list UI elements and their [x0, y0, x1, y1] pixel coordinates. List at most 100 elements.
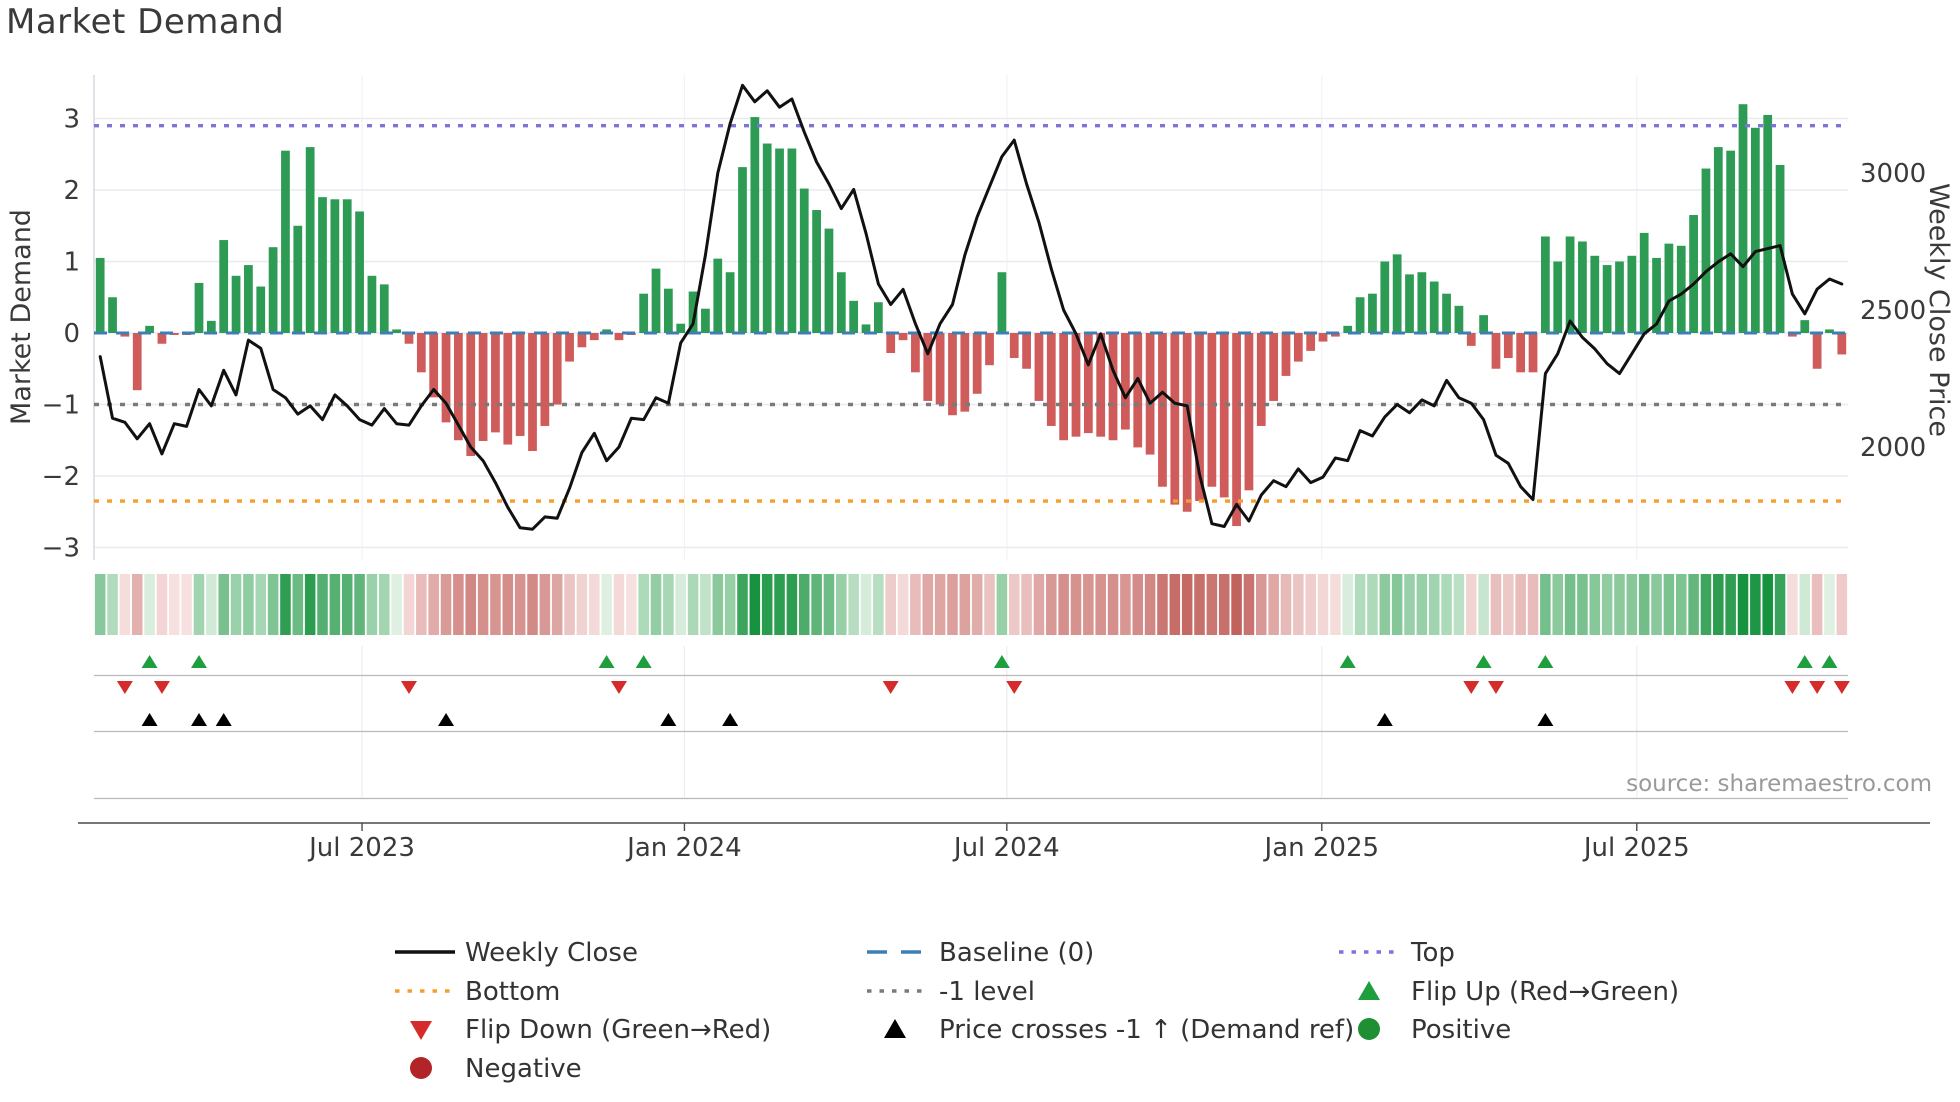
demand-bar [1454, 305, 1464, 333]
heatmap-cell [1552, 574, 1564, 635]
demand-bar [898, 333, 908, 341]
y-tick-label-right: 2000 [1860, 433, 1926, 463]
demand-bar [293, 225, 303, 333]
heatmap-cell [255, 574, 267, 635]
demand-bar [491, 333, 500, 433]
heatmap-cell [1218, 574, 1230, 635]
heatmap-cell [1762, 574, 1773, 635]
x-tick-label: Jul 2025 [1582, 833, 1690, 863]
heatmap-cell [1132, 574, 1144, 635]
flip-up-marker [1537, 655, 1554, 668]
demand-bar [676, 323, 686, 333]
heatmap-cell [1416, 574, 1428, 635]
price-cross-marker [141, 713, 158, 726]
demand-bar [1540, 236, 1550, 333]
heatmap-cell [206, 574, 217, 635]
demand-bar [1800, 320, 1810, 333]
heatmap-cell [588, 574, 600, 635]
demand-bar [836, 272, 846, 333]
demand-bar [1306, 333, 1316, 351]
heatmap-cell [1083, 574, 1094, 635]
flip-down-marker [1463, 681, 1480, 694]
demand-bar [861, 324, 871, 333]
price-cross-marker [722, 713, 739, 726]
heatmap-cell [1033, 574, 1045, 635]
y-tick-label-left: −1 [42, 391, 80, 421]
flip-up-marker [1475, 655, 1492, 668]
demand-bar [478, 333, 488, 441]
heatmap-cell [1181, 574, 1193, 635]
demand-bar [1071, 333, 1081, 437]
flip-up-marker [1821, 655, 1838, 668]
heatmap-cell [218, 574, 229, 635]
heatmap-cell [181, 574, 192, 635]
demand-bar [392, 329, 402, 333]
y-tick-label-left: −2 [42, 462, 80, 492]
heatmap-cell [341, 574, 353, 635]
demand-bar [206, 320, 216, 333]
flip-down-marker [153, 681, 170, 694]
heatmap-cell [267, 574, 279, 635]
demand-bar [1331, 333, 1340, 337]
demand-bar [1627, 255, 1637, 333]
heatmap-cell [1824, 574, 1835, 635]
demand-bar [1590, 255, 1600, 333]
demand-bar [985, 333, 994, 366]
demand-bar [540, 333, 550, 426]
heatmap-cell [1750, 574, 1761, 635]
price-cross-marker [1537, 713, 1554, 726]
price-line [98, 83, 1844, 531]
flip-up-icon [1358, 981, 1380, 1000]
heatmap-cell [169, 574, 180, 635]
heatmap-cell [626, 574, 637, 635]
demand-bar [157, 333, 167, 344]
heatmap-cell [1737, 574, 1749, 635]
demand-bar [701, 308, 710, 333]
demand-bar [873, 302, 883, 333]
flip-up-marker [190, 655, 207, 668]
demand-bar [725, 272, 735, 333]
y-tick-label-left: −3 [42, 534, 80, 564]
heatmap-cell [1255, 574, 1267, 635]
flip-down-marker [610, 681, 627, 694]
heatmap-cell [1428, 574, 1440, 635]
axes: Jul 2023 Jan 2024 Jul 2024 Jan 2025 Jul 2025… [42, 105, 1930, 863]
heatmap-cell [1700, 574, 1712, 635]
heatmap-cell [502, 574, 514, 635]
heatmap-cell [1441, 574, 1452, 635]
x-tick-label: Jul 2024 [952, 833, 1060, 863]
heatmap-cell [1095, 574, 1106, 635]
heatmap-cell [1354, 574, 1366, 635]
demand-bar [1392, 254, 1402, 333]
heatmap-cell [1638, 574, 1650, 635]
demand-bar [1096, 333, 1106, 437]
heatmap-cell [613, 574, 625, 635]
demand-bar [1133, 333, 1143, 448]
heatmap-cell [1070, 574, 1082, 635]
y-tick-label-left: 2 [63, 176, 80, 206]
demand-bar [1232, 333, 1241, 527]
heatmap-cell [354, 574, 365, 635]
heatmap-cell [317, 574, 328, 635]
heatmap-cell [1663, 574, 1675, 635]
flip-down-marker [400, 681, 417, 694]
demand-bar [108, 297, 117, 333]
heatmap-cell [1293, 574, 1304, 635]
heatmap-cell [280, 574, 291, 635]
demand-bar [1578, 241, 1587, 333]
demand-bar [688, 291, 698, 333]
demand-bar [614, 333, 624, 341]
heatmap-cell [1231, 574, 1242, 635]
legend-label: Price crosses -1 ↑ (Demand ref) [939, 1015, 1354, 1045]
demand-bar [1837, 333, 1847, 355]
legend-label: Bottom [465, 977, 560, 1007]
legend-label: Positive [1411, 1015, 1511, 1045]
demand-bar [639, 293, 649, 333]
demand-bar [997, 272, 1007, 333]
flip-up-marker [598, 655, 615, 668]
heatmap-cell [934, 574, 946, 635]
demand-bar [1689, 215, 1698, 333]
demand-bar [1602, 265, 1612, 333]
heatmap-cell [403, 574, 415, 635]
flip-down-icon [410, 1021, 432, 1040]
